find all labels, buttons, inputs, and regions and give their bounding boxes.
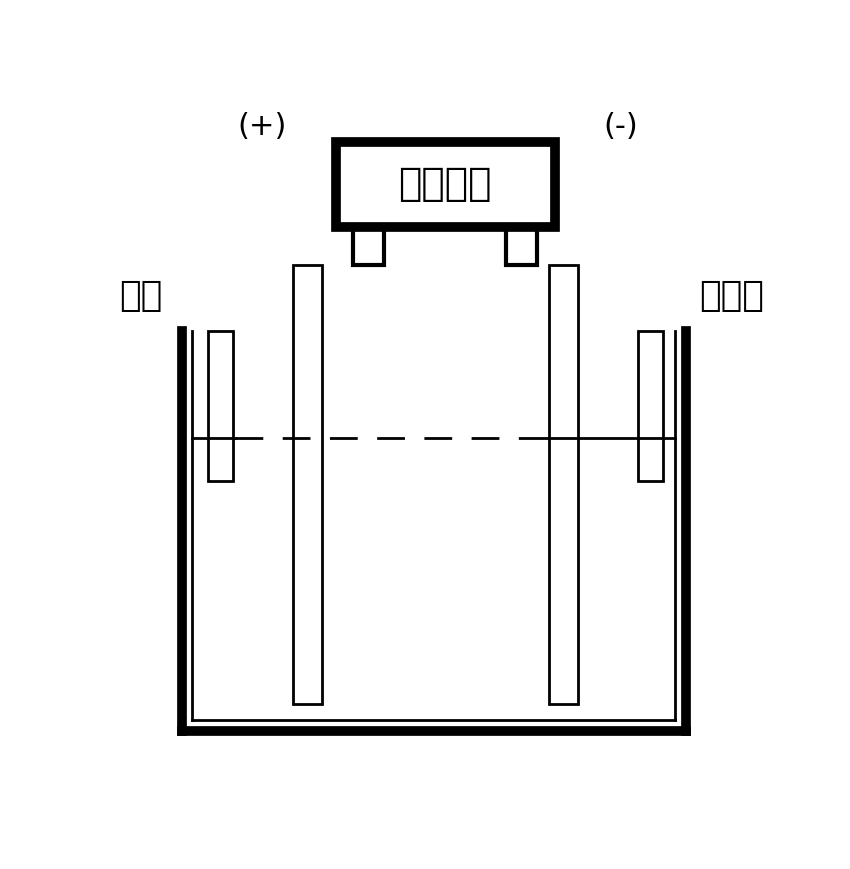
- Text: 铁板: 铁板: [119, 279, 162, 313]
- Bar: [208, 331, 233, 481]
- Text: 直流电源: 直流电源: [399, 165, 492, 203]
- Bar: [507, 227, 537, 265]
- Text: 石墨板: 石墨板: [700, 279, 764, 313]
- Bar: [293, 265, 322, 704]
- Text: (-): (-): [603, 112, 638, 141]
- Bar: [638, 331, 663, 481]
- Text: (+): (+): [238, 112, 287, 141]
- Bar: [336, 142, 555, 227]
- Bar: [549, 265, 578, 704]
- Bar: [354, 227, 384, 265]
